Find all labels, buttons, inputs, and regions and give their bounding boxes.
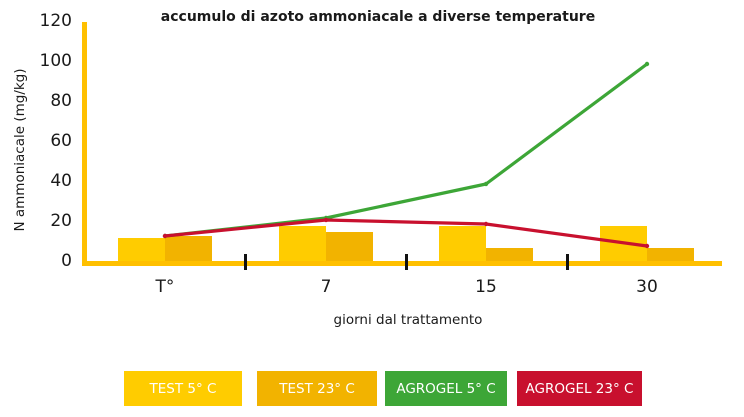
bar-test-5-c-7 bbox=[279, 226, 326, 262]
x-tick-mark-2 bbox=[405, 254, 408, 270]
x-tick-label-t: T° bbox=[155, 277, 175, 297]
point-agrogel-5-c-15 bbox=[483, 181, 489, 187]
point-agrogel-23-c-7 bbox=[323, 217, 329, 223]
bar-test-23-c-7 bbox=[326, 232, 373, 262]
y-tick-label-40: 40 bbox=[50, 171, 72, 191]
y-axis-label: N ammoniacale (mg/kg) bbox=[12, 68, 28, 231]
x-tick-mark-3 bbox=[566, 254, 569, 270]
y-tick-label-100: 100 bbox=[40, 51, 72, 71]
bar-test-23-c-30 bbox=[647, 248, 694, 262]
x-tick-label-7: 7 bbox=[321, 277, 332, 297]
x-tick-label-30: 30 bbox=[636, 277, 658, 297]
bar-test-23-c-t bbox=[165, 236, 212, 262]
chart-title: accumulo di azoto ammoniacale a diverse … bbox=[161, 9, 595, 25]
y-tick-label-120: 120 bbox=[40, 11, 72, 31]
y-axis-line bbox=[82, 22, 87, 266]
x-axis-label: giorni dal trattamento bbox=[334, 312, 483, 328]
line-agrogel-23-c bbox=[163, 218, 649, 248]
bar-test-23-c-15 bbox=[486, 248, 533, 262]
x-axis-line bbox=[82, 261, 722, 266]
y-tick-label-80: 80 bbox=[50, 91, 72, 111]
x-tick-mark-1 bbox=[244, 254, 247, 270]
legend-item-agrogel-5-c: AGROGEL 5° C bbox=[385, 371, 507, 406]
point-agrogel-23-c-15 bbox=[483, 221, 489, 227]
legend-item-test-23-c: TEST 23° C bbox=[257, 371, 377, 406]
y-tick-label-20: 20 bbox=[50, 211, 72, 231]
tick-labels-group: 0 20 40 60 80 100 120 T° 7 15 30 bbox=[40, 11, 658, 297]
point-agrogel-5-c-30 bbox=[644, 61, 650, 67]
lines-group bbox=[162, 61, 650, 249]
bar-test-5-c-t bbox=[118, 238, 165, 262]
x-tick-label-15: 15 bbox=[475, 277, 497, 297]
line-agrogel-5-c bbox=[163, 62, 649, 238]
legend-item-agrogel-23-c: AGROGEL 23° C bbox=[517, 371, 642, 406]
y-tick-label-60: 60 bbox=[50, 131, 72, 151]
axes-group bbox=[82, 22, 722, 270]
point-agrogel-23-c-t bbox=[162, 233, 168, 239]
legend-item-test-5-c: TEST 5° C bbox=[124, 371, 242, 406]
point-agrogel-23-c-30 bbox=[644, 243, 650, 249]
bar-test-5-c-15 bbox=[439, 226, 486, 262]
bars-group bbox=[118, 226, 694, 262]
y-tick-label-0: 0 bbox=[61, 251, 72, 271]
